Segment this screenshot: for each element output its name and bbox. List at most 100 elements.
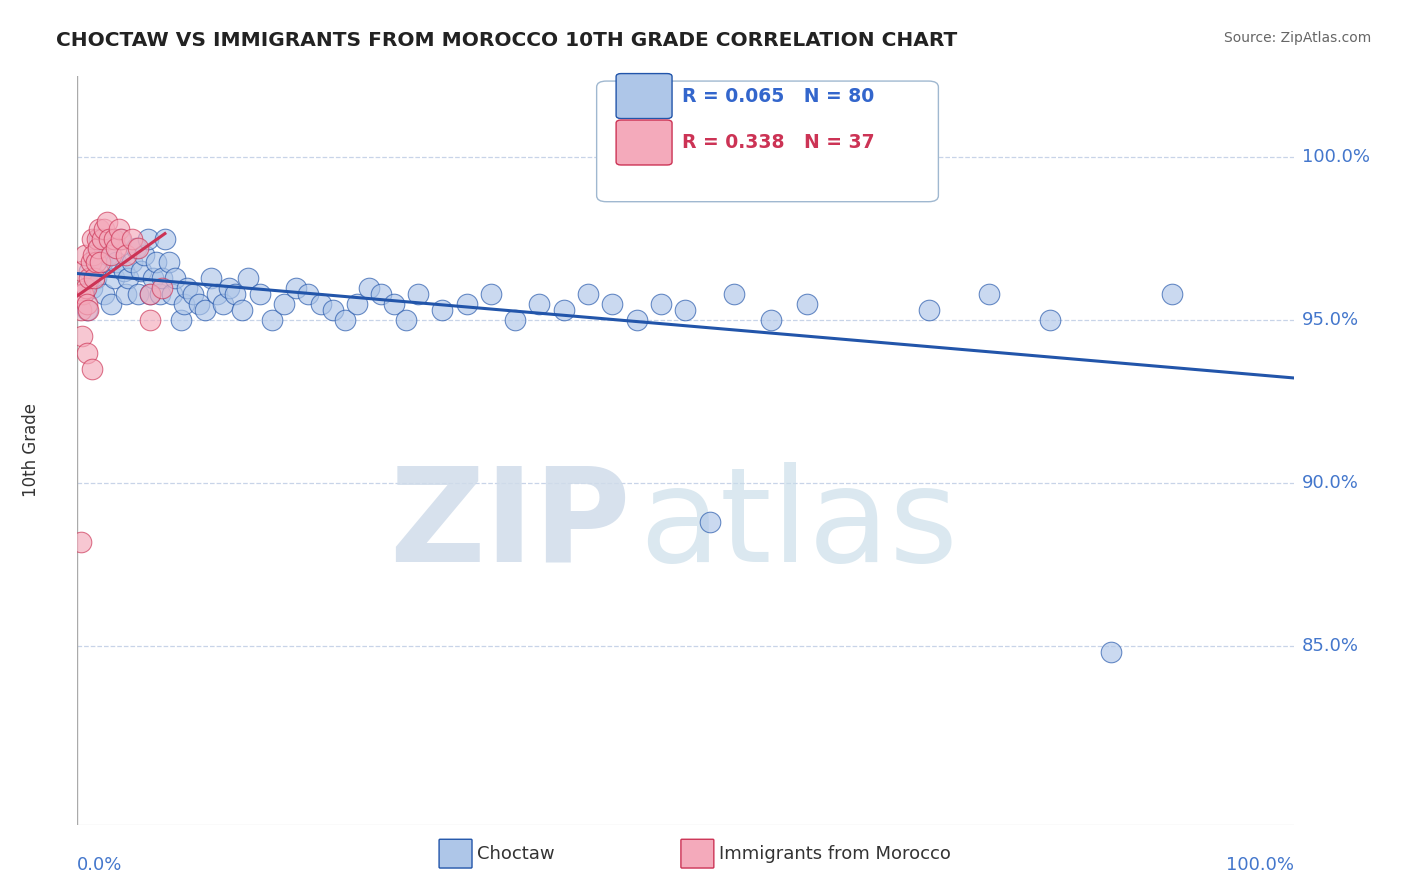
Point [73, 248, 96, 262]
Point [84, 248, 107, 262]
Point [430, 303, 453, 318]
Point [70, 264, 93, 278]
Point [160, 287, 183, 301]
Point [456, 297, 478, 311]
Point [406, 287, 429, 301]
Point [82, 248, 104, 262]
Point [96, 215, 118, 229]
Point [97, 232, 120, 246]
Point [80, 362, 103, 376]
Point [346, 297, 368, 311]
Point [105, 242, 128, 256]
Point [395, 313, 418, 327]
Point [322, 303, 344, 318]
Point [129, 264, 152, 278]
Point [163, 270, 186, 285]
Text: 100.0%: 100.0% [1302, 148, 1369, 166]
Point [79, 270, 101, 285]
Text: 95.0%: 95.0% [1302, 311, 1360, 329]
Point [97, 248, 120, 262]
Point [188, 297, 211, 311]
Point [127, 242, 149, 256]
Point [76, 297, 98, 311]
Point [136, 232, 159, 246]
Point [260, 313, 283, 327]
Point [83, 270, 105, 285]
Point [699, 515, 721, 529]
Point [127, 287, 149, 301]
Point [576, 287, 599, 301]
Point [87, 242, 110, 256]
Text: R = 0.338   N = 37: R = 0.338 N = 37 [682, 133, 875, 152]
Text: Immigrants from Morocco: Immigrants from Morocco [718, 845, 950, 863]
Point [76, 345, 98, 359]
Point [125, 242, 148, 256]
Point [503, 313, 526, 327]
Point [759, 313, 782, 327]
Point [553, 303, 575, 318]
Point [205, 287, 228, 301]
Point [72, 287, 94, 301]
Point [297, 287, 319, 301]
Text: 85.0%: 85.0% [1302, 637, 1358, 655]
Point [90, 232, 112, 246]
Point [70, 303, 93, 318]
FancyBboxPatch shape [681, 839, 714, 868]
Point [1161, 287, 1184, 301]
Point [84, 270, 107, 285]
Point [152, 280, 174, 294]
Point [72, 287, 94, 301]
Point [285, 280, 308, 294]
Point [231, 303, 253, 318]
Point [149, 287, 172, 301]
Point [224, 287, 246, 301]
Point [80, 254, 103, 268]
Point [121, 254, 143, 268]
Point [723, 287, 745, 301]
Point [77, 303, 100, 318]
Point [79, 264, 101, 278]
Point [75, 280, 97, 294]
Point [103, 232, 125, 246]
Point [273, 297, 295, 311]
Point [650, 297, 672, 311]
Point [70, 534, 93, 549]
Point [115, 248, 138, 262]
Point [249, 287, 271, 301]
Point [1039, 313, 1062, 327]
Point [200, 270, 222, 285]
Point [170, 313, 193, 327]
Point [80, 280, 103, 294]
Point [134, 248, 156, 262]
Point [979, 287, 1001, 301]
Point [103, 270, 125, 285]
Point [142, 270, 165, 285]
Point [80, 232, 103, 246]
Point [153, 232, 176, 246]
Text: 90.0%: 90.0% [1302, 474, 1358, 492]
Point [107, 222, 129, 236]
Point [145, 254, 167, 268]
Point [333, 313, 356, 327]
Text: 10th Grade: 10th Grade [22, 403, 41, 498]
FancyBboxPatch shape [616, 120, 672, 165]
Point [152, 270, 174, 285]
Point [479, 287, 502, 301]
Text: 100.0%: 100.0% [1226, 855, 1294, 873]
Point [86, 232, 108, 246]
Point [93, 222, 115, 236]
Point [115, 287, 138, 301]
Text: atlas: atlas [640, 462, 959, 589]
Point [89, 222, 111, 236]
Text: R = 0.065   N = 80: R = 0.065 N = 80 [682, 87, 875, 105]
Text: Choctaw: Choctaw [477, 845, 554, 863]
Point [93, 287, 115, 301]
Point [89, 254, 111, 268]
FancyBboxPatch shape [616, 73, 672, 119]
Point [236, 270, 259, 285]
Point [84, 254, 107, 268]
Point [370, 287, 392, 301]
Point [121, 232, 143, 246]
Point [194, 303, 217, 318]
Point [529, 297, 551, 311]
